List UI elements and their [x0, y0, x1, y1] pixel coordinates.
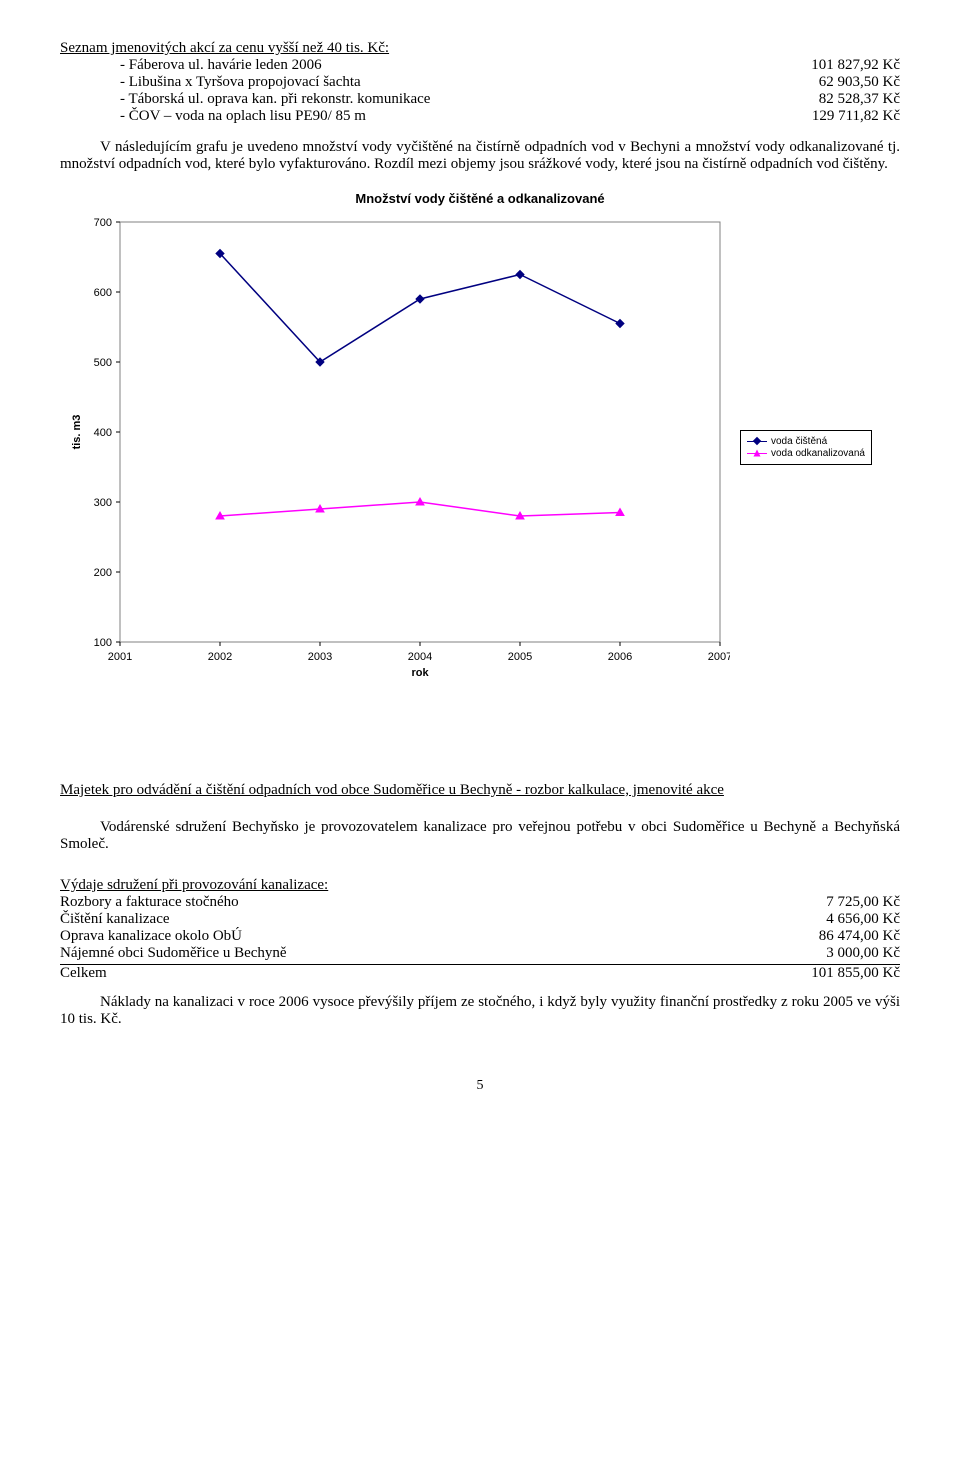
- paragraph: V následujícím grafu je uvedeno množství…: [60, 139, 900, 173]
- svg-text:2004: 2004: [408, 651, 432, 663]
- expense-row: Oprava kanalizace okolo ObÚ86 474,00 Kč: [60, 928, 900, 945]
- item-value: 101 827,92 Kč: [760, 57, 900, 74]
- expense-value: 86 474,00 Kč: [760, 928, 900, 945]
- legend-item: voda čištěná: [747, 436, 865, 447]
- item-label: - Táborská ul. oprava kan. při rekonstr.…: [120, 91, 760, 108]
- svg-text:2003: 2003: [308, 651, 332, 663]
- list-item: - Táborská ul. oprava kan. při rekonstr.…: [60, 91, 900, 108]
- chart-legend: voda čištěnávoda odkanalizovaná: [740, 430, 872, 465]
- svg-text:500: 500: [94, 357, 112, 369]
- svg-text:2006: 2006: [608, 651, 632, 663]
- legend-label: voda odkanalizovaná: [771, 448, 865, 459]
- subsection-heading: Výdaje sdružení při provozování kanaliza…: [60, 877, 900, 894]
- total-row: Celkem 101 855,00 Kč: [60, 965, 900, 982]
- paragraph: Náklady na kanalizaci v roce 2006 vysoce…: [60, 994, 900, 1028]
- page-number: 5: [60, 1078, 900, 1094]
- list-item: - ČOV – voda na oplach lisu PE90/ 85 m12…: [60, 108, 900, 125]
- list-item: - Fáberova ul. havárie leden 2006101 827…: [60, 57, 900, 74]
- item-label: - Fáberova ul. havárie leden 2006: [120, 57, 760, 74]
- item-value: 82 528,37 Kč: [760, 91, 900, 108]
- expense-list: Rozbory a fakturace stočného7 725,00 KčČ…: [60, 894, 900, 962]
- svg-text:2002: 2002: [208, 651, 232, 663]
- svg-text:300: 300: [94, 497, 112, 509]
- item-value: 62 903,50 Kč: [760, 74, 900, 91]
- expense-value: 4 656,00 Kč: [760, 911, 900, 928]
- expense-label: Rozbory a fakturace stočného: [60, 894, 760, 911]
- svg-text:tis. m3: tis. m3: [71, 415, 83, 450]
- section-heading: Seznam jmenovitých akcí za cenu vyšší ne…: [60, 40, 900, 57]
- total-label: Celkem: [60, 965, 760, 982]
- svg-text:100: 100: [94, 637, 112, 649]
- svg-text:600: 600: [94, 287, 112, 299]
- item-list: - Fáberova ul. havárie leden 2006101 827…: [60, 57, 900, 125]
- svg-text:2005: 2005: [508, 651, 532, 663]
- list-item: - Libušina x Tyršova propojovací šachta6…: [60, 74, 900, 91]
- expense-value: 3 000,00 Kč: [760, 945, 900, 962]
- legend-item: voda odkanalizovaná: [747, 448, 865, 459]
- expense-row: Čištění kanalizace4 656,00 Kč: [60, 911, 900, 928]
- svg-text:2001: 2001: [108, 651, 132, 663]
- svg-text:2007: 2007: [708, 651, 730, 663]
- chart-title: Množství vody čištěné a odkanalizované: [60, 191, 900, 206]
- expense-label: Čištění kanalizace: [60, 911, 760, 928]
- paragraph: Vodárenské sdružení Bechyňsko je provozo…: [60, 819, 900, 853]
- item-label: - ČOV – voda na oplach lisu PE90/ 85 m: [120, 108, 760, 125]
- svg-text:400: 400: [94, 427, 112, 439]
- legend-label: voda čištěná: [771, 436, 827, 447]
- expense-row: Nájemné obci Sudoměřice u Bechyně3 000,0…: [60, 945, 900, 962]
- chart-container: 100 200 300 400 500 600 700 2001 2002 2003 2004 200…: [60, 212, 900, 682]
- total-value: 101 855,00 Kč: [760, 965, 900, 982]
- expense-value: 7 725,00 Kč: [760, 894, 900, 911]
- svg-text:rok: rok: [411, 667, 429, 679]
- expense-label: Nájemné obci Sudoměřice u Bechyně: [60, 945, 760, 962]
- item-value: 129 711,82 Kč: [760, 108, 900, 125]
- item-label: - Libušina x Tyršova propojovací šachta: [120, 74, 760, 91]
- expense-label: Oprava kanalizace okolo ObÚ: [60, 928, 760, 945]
- section-heading: Majetek pro odvádění a čištění odpadních…: [60, 782, 900, 799]
- svg-text:200: 200: [94, 567, 112, 579]
- expense-row: Rozbory a fakturace stočného7 725,00 Kč: [60, 894, 900, 911]
- svg-text:700: 700: [94, 217, 112, 229]
- line-chart: 100 200 300 400 500 600 700 2001 2002 2003 2004 200…: [60, 212, 730, 682]
